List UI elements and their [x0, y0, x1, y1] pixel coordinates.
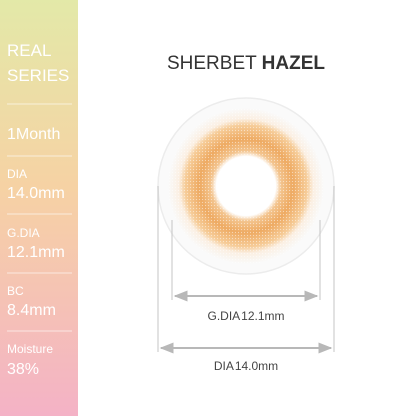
- spec-label: DIA: [7, 167, 27, 181]
- spec-value: 12.1mm: [7, 244, 65, 261]
- product-title: SHERBET HAZEL: [167, 53, 325, 74]
- dimension-lines: [157, 186, 335, 354]
- dia-label: DIA14.0mm: [214, 359, 278, 373]
- lens-texture: [168, 108, 324, 264]
- series: REAL: [7, 41, 51, 60]
- spec-value: 14.0mm: [7, 185, 65, 202]
- series: SERIES: [7, 66, 69, 85]
- lens: [157, 97, 335, 275]
- spec-value: 38%: [7, 361, 39, 378]
- period: 1Month: [7, 126, 60, 143]
- spec-label: BC: [7, 284, 24, 298]
- spec-label: Moisture: [7, 342, 53, 356]
- spec-value: 8.4mm: [7, 302, 56, 319]
- sidebar: [0, 0, 78, 416]
- spec-label: G.DIA: [7, 226, 40, 240]
- gdia-label: G.DIA12.1mm: [207, 309, 284, 323]
- sidebar-text: REAL SERIES 1Month DIA 14.0mm G.DIA 12.1…: [7, 41, 72, 378]
